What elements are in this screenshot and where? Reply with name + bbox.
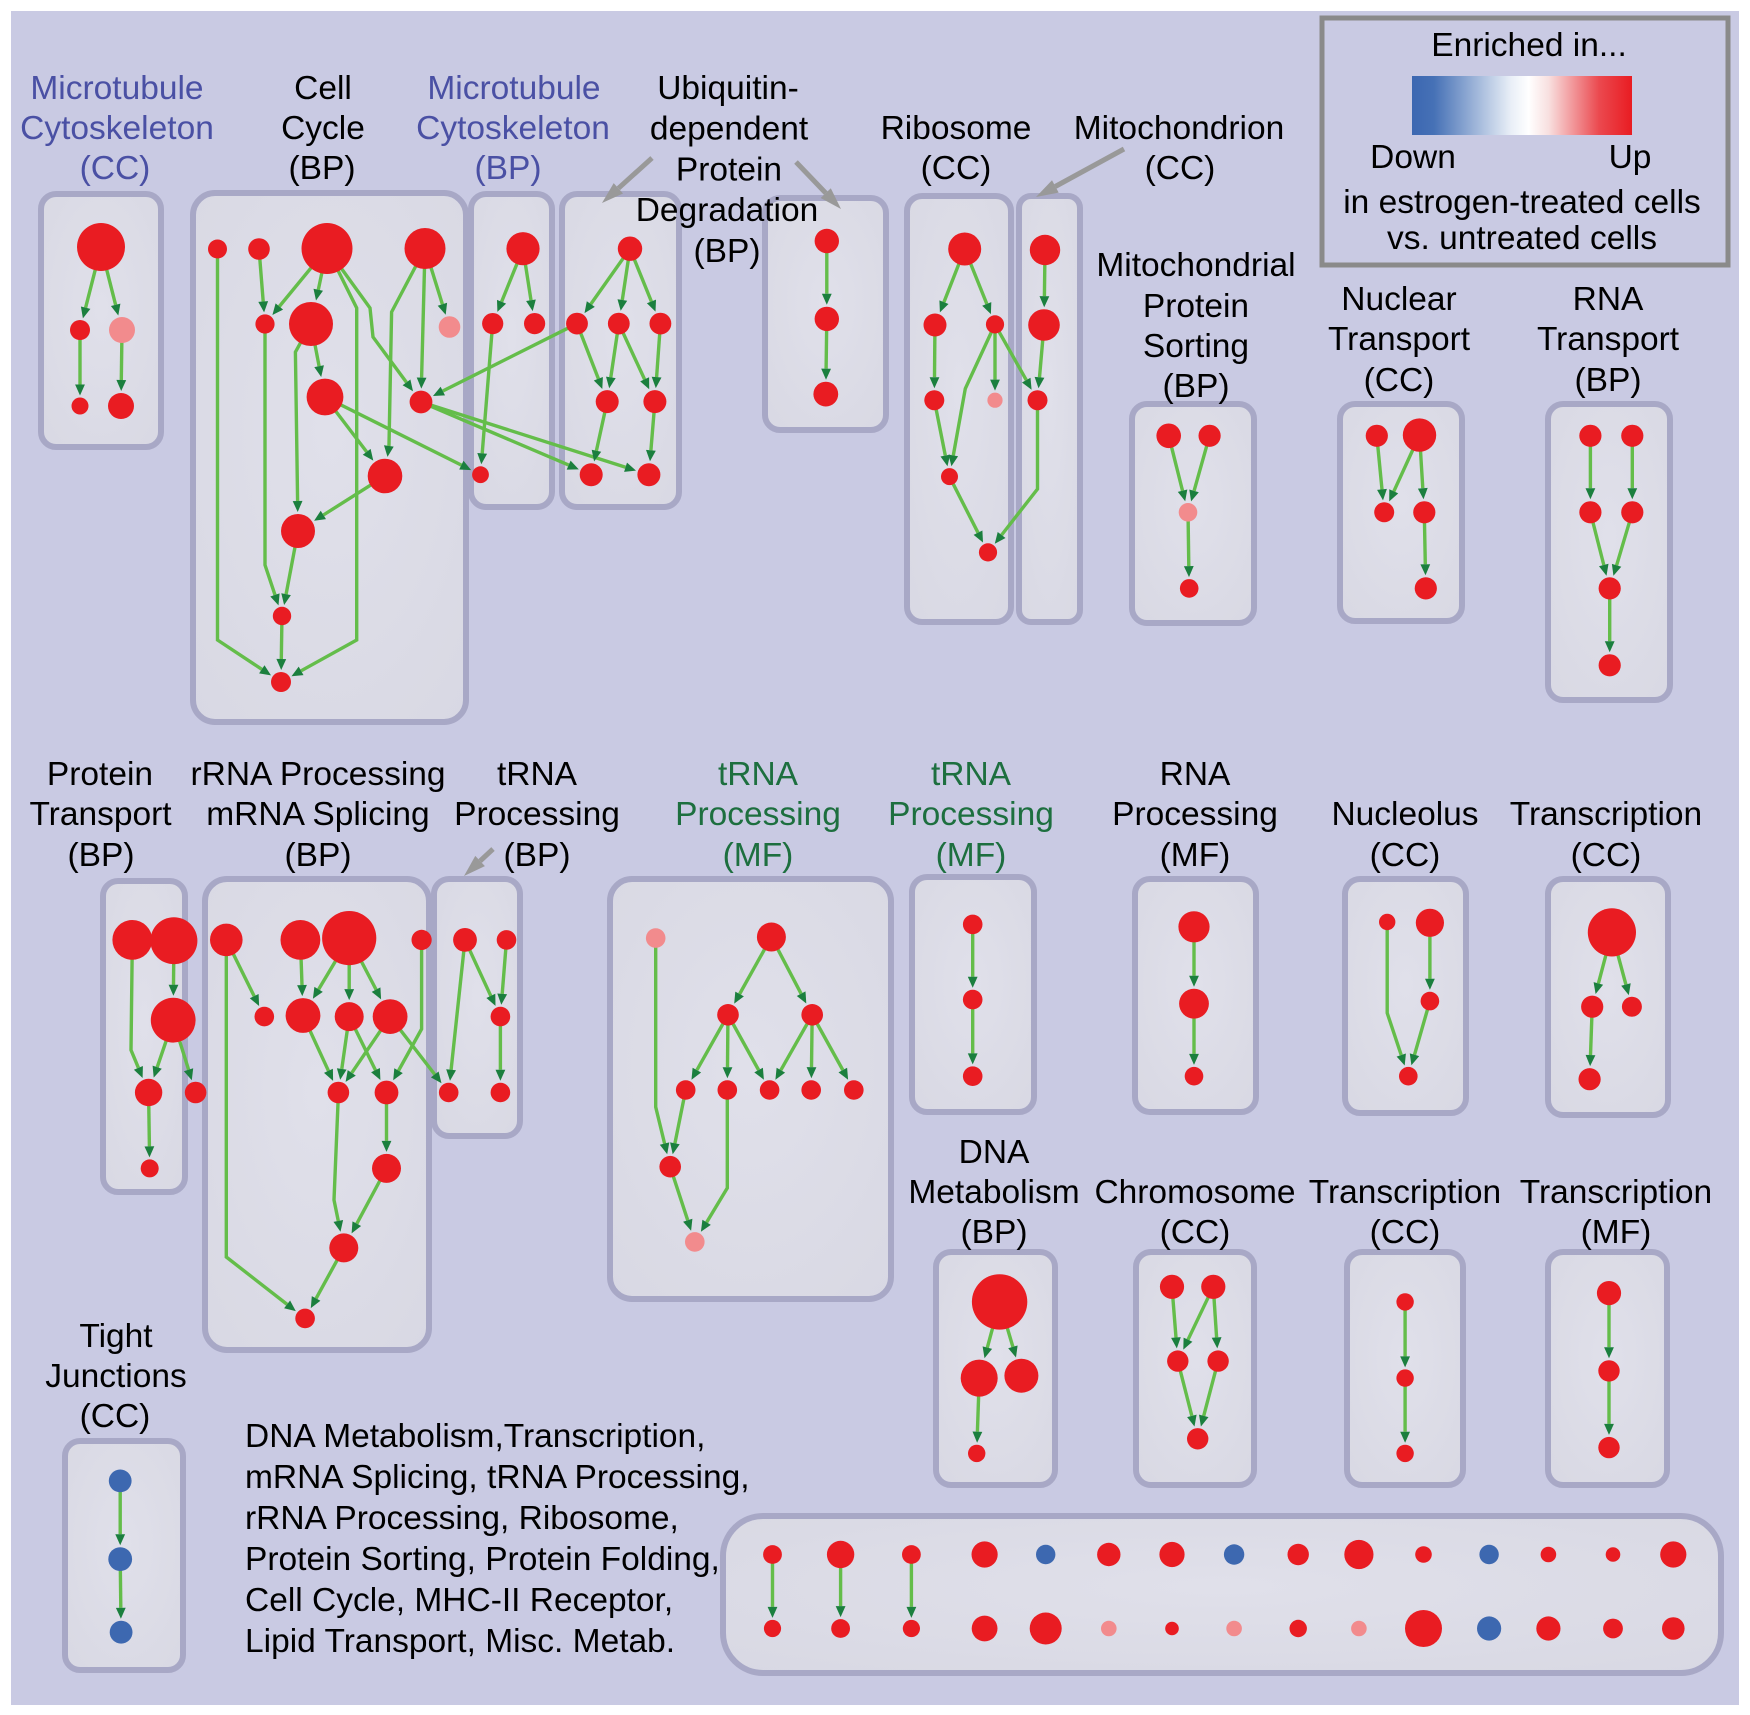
svg-text:Processing: Processing bbox=[454, 796, 620, 833]
svg-text:DNA: DNA bbox=[959, 1134, 1030, 1171]
svg-text:(CC): (CC) bbox=[80, 150, 151, 187]
svg-text:Protein: Protein bbox=[676, 151, 782, 188]
svg-text:Microtubule: Microtubule bbox=[30, 70, 203, 107]
svg-text:Cell Cycle, MHC-II Receptor,: Cell Cycle, MHC-II Receptor, bbox=[245, 1582, 673, 1619]
svg-text:mRNA Splicing: mRNA Splicing bbox=[206, 796, 429, 833]
svg-text:RNA: RNA bbox=[1573, 281, 1644, 318]
svg-text:Mitochondrial: Mitochondrial bbox=[1096, 247, 1295, 284]
svg-text:vs. untreated cells: vs. untreated cells bbox=[1387, 220, 1657, 257]
svg-text:Processing: Processing bbox=[675, 796, 841, 833]
svg-text:Mitochondrion: Mitochondrion bbox=[1074, 110, 1284, 147]
svg-text:(BP): (BP) bbox=[504, 837, 571, 874]
svg-text:Protein: Protein bbox=[1143, 288, 1249, 325]
svg-text:Transport: Transport bbox=[1537, 321, 1680, 358]
svg-text:mRNA Splicing, tRNA Processing: mRNA Splicing, tRNA Processing, bbox=[245, 1459, 750, 1496]
svg-text:(BP): (BP) bbox=[285, 837, 352, 874]
svg-text:Degradation: Degradation bbox=[636, 192, 819, 229]
svg-text:(BP): (BP) bbox=[1163, 368, 1230, 405]
svg-text:Nuclear: Nuclear bbox=[1341, 281, 1456, 318]
svg-text:(MF): (MF) bbox=[1581, 1214, 1652, 1251]
svg-text:Down: Down bbox=[1370, 139, 1456, 176]
svg-text:(CC): (CC) bbox=[1364, 362, 1435, 399]
svg-text:Metabolism: Metabolism bbox=[908, 1174, 1079, 1211]
svg-text:Ubiquitin-: Ubiquitin- bbox=[657, 70, 799, 107]
svg-text:Protein: Protein bbox=[47, 756, 153, 793]
svg-text:(MF): (MF) bbox=[723, 837, 794, 874]
svg-text:dependent: dependent bbox=[650, 111, 809, 148]
svg-text:Processing: Processing bbox=[1112, 796, 1278, 833]
svg-text:(CC): (CC) bbox=[80, 1398, 151, 1435]
svg-text:in estrogen-treated cells: in estrogen-treated cells bbox=[1343, 184, 1701, 221]
svg-text:Transcription: Transcription bbox=[1510, 796, 1702, 833]
svg-text:Transcription: Transcription bbox=[1309, 1174, 1501, 1211]
svg-text:(BP): (BP) bbox=[1575, 362, 1642, 399]
svg-text:Transcription: Transcription bbox=[1520, 1174, 1712, 1211]
svg-text:(BP): (BP) bbox=[694, 233, 761, 270]
svg-text:Sorting: Sorting bbox=[1143, 328, 1249, 365]
svg-text:Cycle: Cycle bbox=[281, 110, 365, 147]
svg-text:Cell: Cell bbox=[294, 70, 352, 107]
svg-text:rRNA Processing: rRNA Processing bbox=[190, 756, 445, 793]
svg-text:rRNA Processing, Ribosome,: rRNA Processing, Ribosome, bbox=[245, 1500, 679, 1537]
svg-text:(CC): (CC) bbox=[921, 150, 992, 187]
svg-text:Up: Up bbox=[1609, 139, 1652, 176]
svg-text:DNA Metabolism,Transcription,: DNA Metabolism,Transcription, bbox=[245, 1418, 705, 1455]
svg-text:(BP): (BP) bbox=[289, 150, 356, 187]
svg-text:(BP): (BP) bbox=[475, 150, 542, 187]
svg-text:Junctions: Junctions bbox=[45, 1358, 187, 1395]
svg-text:Cytoskeleton: Cytoskeleton bbox=[416, 110, 610, 147]
svg-text:Transport: Transport bbox=[1328, 321, 1471, 358]
svg-text:(BP): (BP) bbox=[68, 837, 135, 874]
svg-text:RNA: RNA bbox=[1160, 756, 1231, 793]
svg-text:Tight: Tight bbox=[79, 1318, 153, 1355]
svg-text:(MF): (MF) bbox=[1160, 837, 1231, 874]
svg-text:Protein Sorting, Protein Foldi: Protein Sorting, Protein Folding, bbox=[245, 1541, 720, 1578]
svg-text:(CC): (CC) bbox=[1370, 837, 1441, 874]
svg-text:Processing: Processing bbox=[888, 796, 1054, 833]
svg-text:(CC): (CC) bbox=[1160, 1214, 1231, 1251]
svg-text:(BP): (BP) bbox=[961, 1214, 1028, 1251]
svg-text:(CC): (CC) bbox=[1145, 150, 1216, 187]
svg-text:Enriched in...: Enriched in... bbox=[1431, 27, 1627, 64]
svg-text:Lipid Transport, Misc. Metab.: Lipid Transport, Misc. Metab. bbox=[245, 1623, 675, 1660]
svg-text:Chromosome: Chromosome bbox=[1094, 1174, 1295, 1211]
svg-text:tRNA: tRNA bbox=[718, 756, 799, 793]
svg-text:Nucleolus: Nucleolus bbox=[1331, 796, 1478, 833]
svg-text:Transport: Transport bbox=[29, 796, 172, 833]
svg-text:(CC): (CC) bbox=[1571, 837, 1642, 874]
svg-text:(CC): (CC) bbox=[1370, 1214, 1441, 1251]
svg-text:tRNA: tRNA bbox=[497, 756, 578, 793]
svg-text:Ribosome: Ribosome bbox=[881, 110, 1032, 147]
svg-text:Microtubule: Microtubule bbox=[427, 70, 600, 107]
svg-text:(MF): (MF) bbox=[936, 837, 1007, 874]
svg-text:tRNA: tRNA bbox=[931, 756, 1012, 793]
svg-text:Cytoskeleton: Cytoskeleton bbox=[20, 110, 214, 147]
